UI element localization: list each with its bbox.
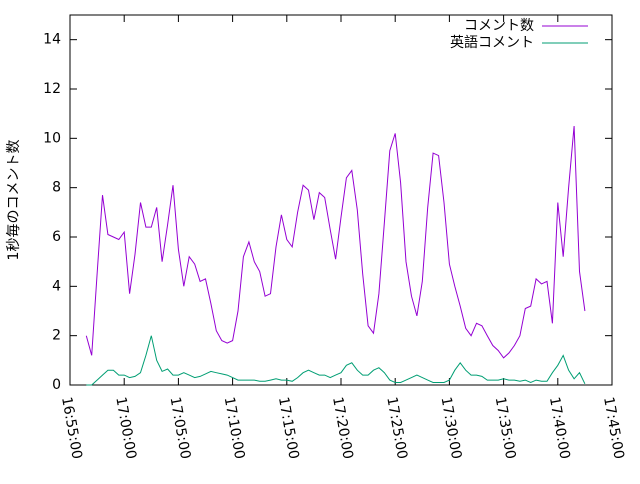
y-tick-label: 4 — [52, 278, 61, 294]
plot-frame — [69, 14, 613, 386]
y-tick-label: 8 — [52, 180, 61, 196]
x-tick-label: 17:00:00 — [112, 396, 139, 461]
x-tick-label: 17:40:00 — [546, 396, 573, 461]
x-tick-label: 17:05:00 — [167, 396, 194, 461]
y-tick-label: 2 — [52, 328, 61, 344]
x-tick-label: 17:20:00 — [329, 396, 356, 461]
y-tick-label: 12 — [43, 81, 61, 97]
x-tick-label: 17:25:00 — [383, 396, 410, 461]
x-tick-label: 17:45:00 — [600, 396, 627, 461]
y-tick-label: 0 — [52, 377, 61, 393]
data-line — [85, 125, 586, 359]
x-tick-label: 17:35:00 — [492, 396, 519, 461]
x-tick-label: 17:10:00 — [221, 396, 248, 461]
y-tick-label: 10 — [43, 130, 61, 146]
data-line — [86, 335, 586, 386]
x-tick-label: 16:55:00 — [58, 396, 85, 461]
x-tick-label: 17:30:00 — [438, 396, 465, 461]
legend-label: コメント数 — [464, 18, 534, 34]
y-axis-label: 1秒毎のコメント数 — [6, 140, 22, 261]
legend-label: 英語コメント — [450, 34, 534, 51]
y-tick-label: 14 — [43, 32, 61, 48]
y-tick-label: 6 — [52, 229, 61, 245]
x-tick-label: 17:15:00 — [275, 396, 302, 461]
